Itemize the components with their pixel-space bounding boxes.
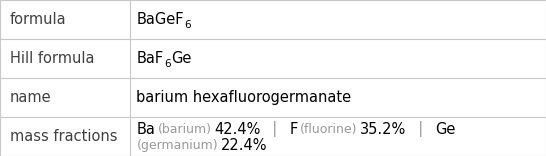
Text: |: | [409, 122, 432, 137]
Text: mass fractions: mass fractions [10, 129, 117, 144]
Text: 42.4%: 42.4% [215, 122, 261, 137]
Text: barium hexafluorogermanate: barium hexafluorogermanate [136, 90, 352, 105]
Text: (fluorine): (fluorine) [300, 123, 358, 136]
Text: Ba: Ba [136, 122, 156, 137]
Text: BaGeF: BaGeF [136, 12, 184, 27]
Text: 35.2%: 35.2% [360, 122, 406, 137]
Text: 22.4%: 22.4% [221, 138, 267, 153]
Text: 6: 6 [164, 59, 171, 69]
Text: 6: 6 [185, 20, 191, 30]
Text: Ge: Ge [171, 51, 192, 66]
Text: BaF: BaF [136, 51, 164, 66]
Text: Hill formula: Hill formula [10, 51, 94, 66]
Text: formula: formula [10, 12, 67, 27]
Text: (barium): (barium) [158, 123, 212, 136]
Text: |: | [263, 122, 287, 137]
Text: Ge: Ge [435, 122, 455, 137]
Text: name: name [10, 90, 51, 105]
Text: F: F [289, 122, 298, 137]
Text: (germanium): (germanium) [136, 139, 218, 152]
